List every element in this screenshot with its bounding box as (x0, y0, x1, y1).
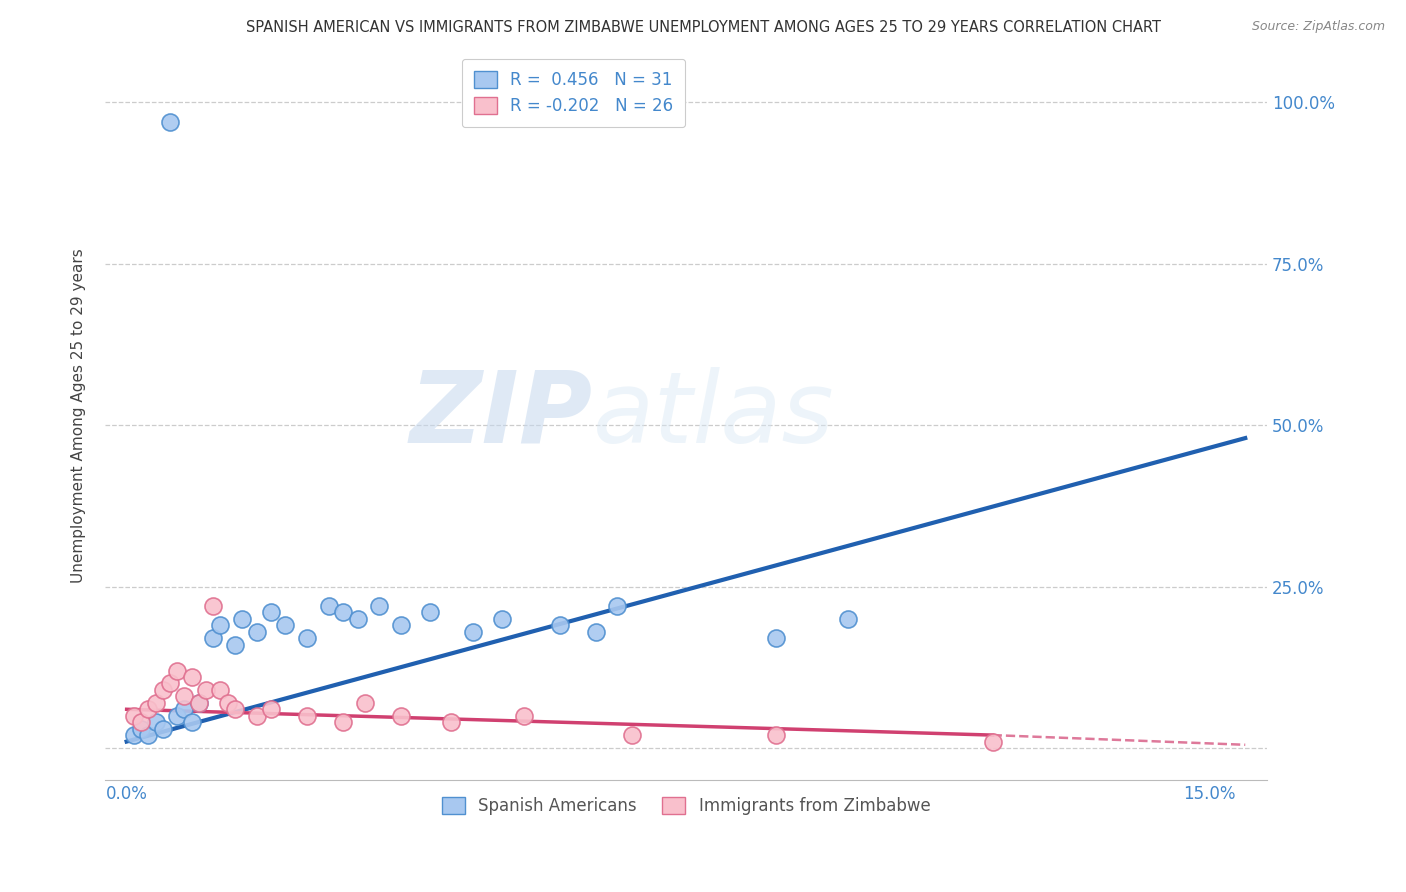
Legend: Spanish Americans, Immigrants from Zimbabwe: Spanish Americans, Immigrants from Zimba… (430, 785, 942, 827)
Point (231, 612, 253, 626)
Point (202, 599, 225, 613)
Point (368, 599, 391, 613)
Point (202, 632, 225, 646)
Point (187, 696, 209, 710)
Text: atlas: atlas (593, 367, 835, 464)
Point (512, 708, 534, 723)
Point (195, 682, 218, 697)
Point (332, 715, 354, 730)
Text: SPANISH AMERICAN VS IMMIGRANTS FROM ZIMBABWE UNEMPLOYMENT AMONG AGES 25 TO 29 YE: SPANISH AMERICAN VS IMMIGRANTS FROM ZIMB… (246, 20, 1160, 35)
Point (224, 638, 246, 652)
Point (274, 618, 297, 632)
Point (145, 696, 167, 710)
Point (245, 624, 267, 639)
Point (129, 715, 152, 730)
Point (353, 696, 375, 710)
Text: ZIP: ZIP (411, 367, 593, 464)
Point (217, 696, 239, 710)
Point (419, 606, 441, 620)
Point (166, 708, 188, 723)
Point (180, 715, 202, 730)
Point (187, 696, 209, 710)
Point (295, 632, 318, 646)
Point (209, 618, 232, 632)
Point (209, 682, 232, 697)
Text: Source: ZipAtlas.com: Source: ZipAtlas.com (1251, 20, 1385, 33)
Point (389, 708, 412, 723)
Point (122, 728, 145, 742)
Point (606, 599, 628, 613)
Point (332, 606, 354, 620)
Point (129, 722, 152, 736)
Point (245, 708, 267, 723)
Point (440, 715, 463, 730)
Point (346, 612, 368, 626)
Point (620, 728, 643, 742)
Point (765, 632, 787, 646)
Point (491, 612, 513, 626)
Point (765, 728, 787, 742)
Point (152, 722, 174, 736)
Point (122, 708, 145, 723)
Point (260, 702, 283, 716)
Point (548, 618, 571, 632)
Point (461, 624, 484, 639)
Point (585, 624, 607, 639)
Point (145, 715, 167, 730)
Point (318, 599, 340, 613)
Point (260, 606, 283, 620)
Y-axis label: Unemployment Among Ages 25 to 29 years: Unemployment Among Ages 25 to 29 years (72, 248, 86, 582)
Point (159, 676, 181, 690)
Point (837, 612, 859, 626)
Point (173, 702, 195, 716)
Point (159, 114, 181, 128)
Point (295, 708, 318, 723)
Point (981, 734, 1004, 748)
Point (166, 664, 188, 678)
Point (152, 682, 174, 697)
Point (136, 728, 159, 742)
Point (136, 702, 159, 716)
Point (389, 618, 412, 632)
Point (224, 702, 246, 716)
Point (180, 670, 202, 684)
Point (173, 690, 195, 704)
